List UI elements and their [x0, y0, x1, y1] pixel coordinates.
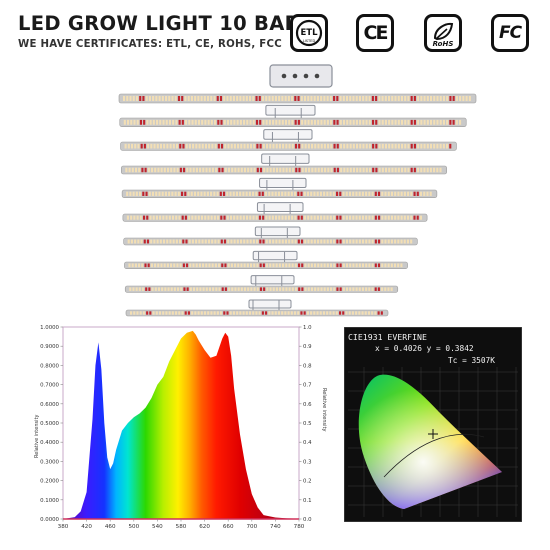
- led-strip: [128, 263, 403, 268]
- mounting-bracket: [256, 202, 304, 214]
- cie-gamut-group: [358, 374, 502, 509]
- etl-label: ETL: [300, 28, 318, 38]
- led-bar: [121, 165, 447, 175]
- y-left-tick-label: 0.8000: [40, 363, 59, 369]
- cie-cct: Tc = 3507K: [448, 356, 495, 365]
- mounting-bracket: [265, 104, 316, 118]
- y-left-tick-label: 0.4000: [40, 440, 59, 446]
- mounting-bracket: [254, 226, 301, 238]
- x-tick-label: 420: [81, 524, 92, 530]
- mounting-bracket: [259, 177, 307, 190]
- y-right-tick-label: 1.0: [303, 325, 312, 331]
- x-tick-label: 660: [223, 524, 234, 530]
- power-driver-box: [269, 64, 333, 88]
- y-right-tick-label: 0.1: [303, 498, 312, 504]
- y-right-tick-label: 0.3: [303, 459, 312, 465]
- etl-listed-icon: ETL LISTED: [290, 14, 328, 52]
- led-bar: [123, 237, 418, 246]
- rohs-icon: RoHS: [424, 14, 462, 52]
- right-axis-label: Relative intensity: [321, 388, 327, 431]
- led-strip: [124, 143, 452, 149]
- led-bar: [122, 213, 428, 222]
- mounting-bracket: [248, 299, 292, 310]
- led-strip: [129, 287, 393, 291]
- spectrum-area: [63, 330, 299, 519]
- y-right-tick-label: 0.7: [303, 383, 312, 389]
- mounting-bracket: [261, 153, 310, 166]
- x-tick-label: 460: [105, 524, 116, 530]
- x-tick-label: 580: [176, 524, 187, 530]
- y-right-tick-label: 0.0: [303, 517, 312, 523]
- x-tick-label: 620: [199, 524, 210, 530]
- led-bar: [120, 141, 457, 151]
- led-bars-product-image: [118, 64, 477, 317]
- led-strip: [126, 191, 432, 196]
- x-tick-label: 700: [246, 524, 257, 530]
- x-tick-label: 780: [294, 524, 305, 530]
- led-bar: [121, 189, 438, 198]
- led-strip: [125, 167, 442, 173]
- y-left-tick-label: 0.6000: [40, 402, 59, 408]
- led-strip: [123, 119, 462, 125]
- y-left-tick-label: 0.3000: [40, 459, 59, 465]
- fcc-label: FC: [498, 23, 522, 43]
- y-right-tick-label: 0.9: [303, 344, 312, 350]
- led-bar: [124, 261, 408, 269]
- y-left-tick-label: 0.9000: [40, 344, 59, 350]
- x-tick-label: 380: [58, 524, 69, 530]
- certificates-subtitle: WE HAVE CERTIFICATES: ETL, CE, ROHS, FCC: [18, 39, 282, 50]
- page-title: LED GROW LIGHT 10 BARS: [18, 12, 315, 35]
- y-left-tick-label: 0.2000: [40, 479, 59, 485]
- x-tick-label: 740: [270, 524, 281, 530]
- led-bar: [119, 117, 467, 127]
- y-right-tick-label: 0.5: [303, 421, 312, 427]
- led-bar: [125, 309, 389, 317]
- y-right-tick-label: 0.4: [303, 440, 312, 446]
- fcc-icon: FC: [491, 14, 529, 52]
- x-tick-label: 500: [128, 524, 139, 530]
- mounting-bracket: [252, 250, 298, 262]
- y-right-tick-label: 0.2: [303, 479, 312, 485]
- led-strip: [130, 311, 383, 315]
- mounting-bracket: [263, 129, 313, 142]
- rohs-label: RoHS: [433, 40, 454, 48]
- y-left-tick-label: 0.0000: [40, 517, 59, 523]
- cie-title: CIE1931 EVERFINE: [348, 332, 427, 342]
- led-bar: [124, 285, 399, 293]
- x-tick-label: 540: [152, 524, 163, 530]
- y-left-tick-label: 0.7000: [40, 383, 59, 389]
- cie-chromaticity-diagram: CIE1931 EVERFINE x = 0.4026 y = 0.3842 T…: [344, 327, 522, 522]
- y-left-tick-label: 0.5000: [40, 421, 59, 427]
- etl-sublabel: LISTED: [303, 39, 316, 43]
- ce-mark-icon: CE: [356, 14, 394, 52]
- spectrum-chart: 380 420 460 500 540 580 620 660 700 740 780 0.0000 0…: [34, 325, 327, 530]
- spectrum-ticks: 380 420 460 500 540 580 620 660 700 740 780 0.0000 0…: [40, 325, 312, 530]
- ce-label: CE: [363, 22, 389, 44]
- led-bar: [118, 93, 477, 104]
- mounting-bracket: [250, 275, 295, 286]
- y-right-tick-label: 0.8: [303, 363, 312, 369]
- y-left-tick-label: 0.1000: [40, 498, 59, 504]
- chromaticity-point-marker: [428, 429, 438, 439]
- y-right-tick-label: 0.6: [303, 402, 312, 408]
- led-strip: [126, 215, 422, 220]
- cie-coordinates: x = 0.4026 y = 0.3842: [375, 344, 474, 353]
- left-axis-label: Relative intensity: [34, 415, 40, 458]
- planckian-locus: [383, 433, 485, 478]
- led-strip: [123, 95, 471, 102]
- y-left-tick-label: 1.0000: [40, 325, 59, 331]
- led-strip: [127, 239, 413, 244]
